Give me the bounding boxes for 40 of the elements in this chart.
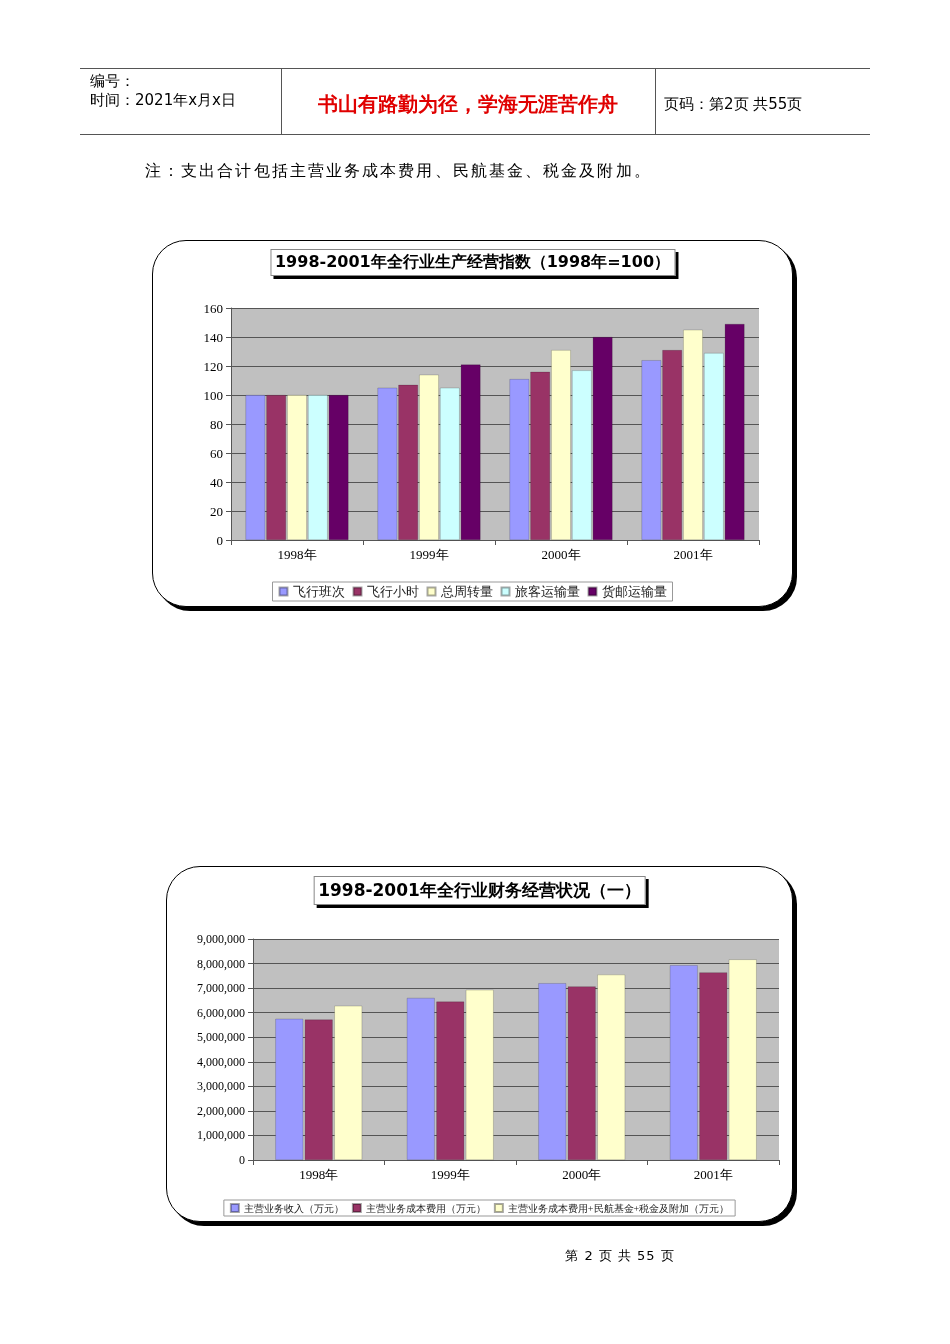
y-tick-label: 80 [210,416,223,432]
x-tick-label: 2000年 [541,547,581,562]
y-tick-label: 4,000,000 [197,1054,245,1069]
legend-label: 总周转量 [439,584,493,599]
y-tick-label: 5,000,000 [197,1030,245,1045]
text: 注：支出合计包括主营业务成本费用、民航基金、税金及附加。 [145,161,652,181]
y-tick-label: 40 [210,474,223,490]
y-tick-label: 100 [203,387,223,403]
x-tick-label: 1999年 [430,1167,470,1182]
y-tick-label: 60 [210,445,223,461]
header-table: 编号： 时间：2021年x月x日 书山有路勤为径，学海无涯苦作舟 页码：第2页 共55页 [80,68,870,135]
chart-title: 1998-2001年全行业财务经营状况（一） [313,876,646,905]
legend-label: 货邮运输量 [601,584,667,599]
y-tick-label: 20 [210,503,223,519]
x-tick-label: 1998年 [299,1167,339,1182]
y-tick-label: 7,000,000 [197,981,245,996]
y-tick-label: 9,000,000 [197,932,245,946]
y-tick-label: 6,000,000 [197,1005,245,1020]
x-tick-label: 1998年 [277,547,317,562]
x-tick-label: 2000年 [562,1167,602,1182]
y-tick-label: 160 [203,300,223,316]
y-tick-label: 120 [203,358,223,374]
y-tick-label: 0 [216,532,223,548]
legend-label: 主营业务收入（万元） [243,1202,344,1214]
x-tick-label: 2001年 [693,1167,733,1182]
x-tick-label: 2001年 [673,547,713,562]
legend-label: 飞行班次 [292,584,345,599]
chart-title: 1998-2001年全行业生产经营指数（1998年=100） [269,249,676,276]
y-tick-label: 0 [239,1153,245,1167]
y-tick-label: 8,000,000 [197,956,245,971]
y-tick-label: 1,000,000 [197,1128,245,1143]
y-tick-label: 2,000,000 [197,1103,245,1118]
y-tick-label: 140 [203,329,223,345]
legend-label: 主营业务成本费用+民航基金+税金及附加（万元） [507,1202,730,1214]
legend-label: 飞行小时 [366,584,419,599]
legend-label: 旅客运输量 [514,584,580,599]
y-tick-label: 3,000,000 [197,1079,245,1094]
legend-label: 主营业务成本费用（万元） [365,1202,486,1214]
x-tick-label: 1999年 [409,547,449,562]
text: 第 2 页 共 55 页 [564,1247,676,1265]
